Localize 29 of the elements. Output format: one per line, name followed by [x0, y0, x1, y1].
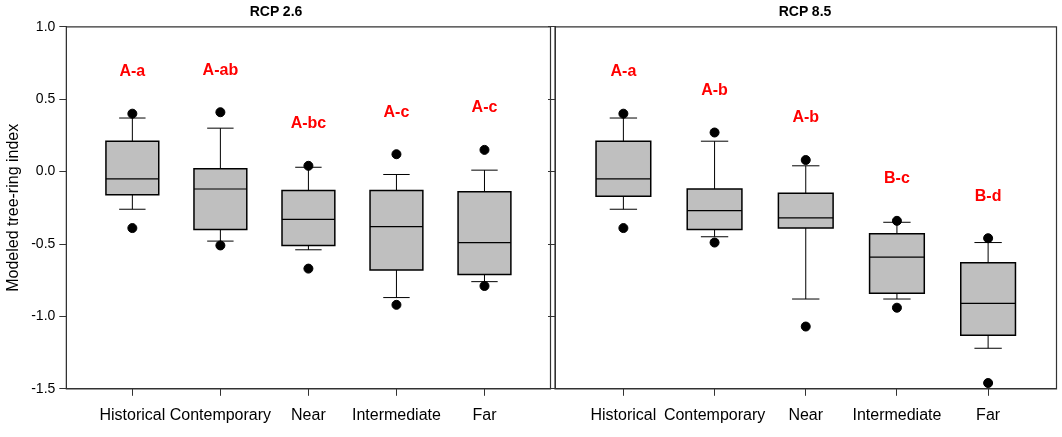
- annotation: A-bc: [290, 114, 327, 132]
- annotation: A-c: [471, 98, 498, 116]
- x-tick-label: Intermediate: [351, 405, 442, 423]
- x-tick-label: Contemporary: [663, 405, 766, 423]
- y-tick-label: -0.5: [31, 234, 56, 251]
- annotation: A-a: [119, 62, 146, 80]
- x-tick-label: Near: [788, 405, 824, 423]
- y-tick-label: -1.0: [31, 307, 56, 324]
- y-tick-label: 0.0: [35, 162, 56, 179]
- annotation: B-d: [974, 186, 1002, 204]
- x-tick-label: Near: [291, 405, 327, 423]
- chart-title: RCP 2.6: [249, 3, 303, 20]
- annotation: A-a: [610, 62, 637, 80]
- y-axis-title: Modeled tree-ring index: [4, 123, 22, 292]
- x-tick-label: Intermediate: [852, 405, 942, 423]
- annotation: A-b: [792, 108, 820, 126]
- x-tick-label: Historical: [590, 405, 657, 423]
- y-tick-label: 1.0: [35, 17, 56, 34]
- x-tick-label: Contemporary: [169, 405, 272, 423]
- y-tick-label: 0.5: [35, 90, 56, 107]
- y-tick-label: -1.5: [31, 379, 56, 396]
- annotation: B-c: [884, 169, 910, 187]
- x-tick-label: Far: [976, 405, 1001, 423]
- annotation: A-ab: [202, 60, 239, 78]
- x-tick-label: Historical: [99, 405, 166, 423]
- chart-title: RCP 8.5: [778, 3, 832, 20]
- annotation: A-c: [383, 102, 410, 120]
- x-tick-label: Far: [472, 405, 498, 423]
- annotation: A-b: [701, 80, 729, 98]
